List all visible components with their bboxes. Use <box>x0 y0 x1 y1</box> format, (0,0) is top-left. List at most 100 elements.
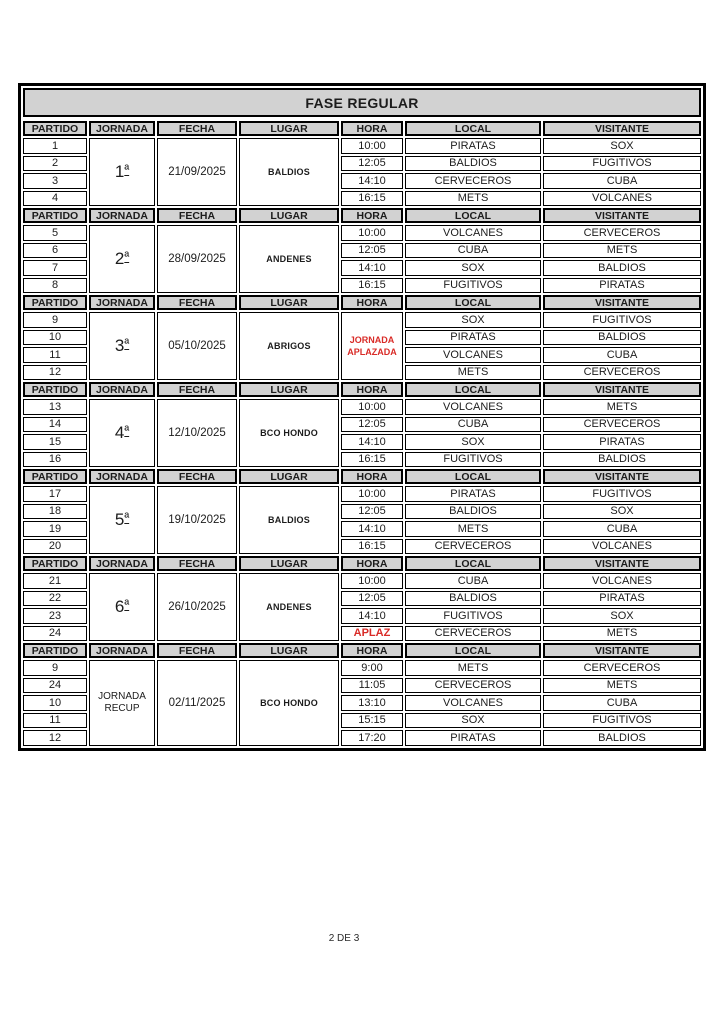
postponed-note: JORNADA APLAZADA <box>341 312 403 380</box>
partido-cell: 24 <box>23 677 87 693</box>
fecha-cell: 28/09/2025 <box>157 225 237 293</box>
jornada-cell: 3ª <box>89 312 155 380</box>
partido-cell: 12 <box>23 730 87 746</box>
column-header: FECHA <box>157 121 237 136</box>
hora-cell: 10:00 <box>341 225 403 241</box>
visitante-cell: SOX <box>543 503 701 519</box>
partido-cell: 2 <box>23 155 87 171</box>
column-header: JORNADA <box>89 295 155 310</box>
partido-cell: 18 <box>23 503 87 519</box>
visitante-cell: BALDIOS <box>543 451 701 467</box>
jornada-section: PARTIDO JORNADA FECHA LUGAR HORA LOCAL VISITAN… <box>23 121 701 206</box>
local-cell: SOX <box>405 260 541 276</box>
local-cell: BALDIOS <box>405 503 541 519</box>
partido-cell: 8 <box>23 277 87 293</box>
hora-cell: 10:00 <box>341 138 403 154</box>
column-header: LOCAL <box>405 469 541 484</box>
jornada-cell: 2ª <box>89 225 155 293</box>
hora-cell: 12:05 <box>341 242 403 258</box>
lugar-cell: BCO HONDO <box>239 660 339 746</box>
column-header: VISITANTE <box>543 469 701 484</box>
partido-cell: 22 <box>23 590 87 606</box>
column-header: HORA <box>341 469 403 484</box>
jornada-cell: 5ª <box>89 486 155 554</box>
local-cell: VOLCANES <box>405 695 541 711</box>
visitante-cell: CERVECEROS <box>543 660 701 676</box>
partido-cell: 13 <box>23 399 87 415</box>
visitante-cell: SOX <box>543 608 701 624</box>
jornada-label-line: JORNADA <box>98 690 146 702</box>
partido-cell: 10 <box>23 695 87 711</box>
hora-cell: 16:15 <box>341 538 403 554</box>
hora-cell: 14:10 <box>341 260 403 276</box>
local-cell: SOX <box>405 434 541 450</box>
visitante-cell: FUGITIVOS <box>543 155 701 171</box>
jornada-ordinal: 2ª <box>114 249 130 268</box>
column-header: HORA <box>341 556 403 571</box>
visitante-cell: CUBA <box>543 521 701 537</box>
visitante-cell: CUBA <box>543 695 701 711</box>
column-header: HORA <box>341 208 403 223</box>
column-header: JORNADA <box>89 556 155 571</box>
table-title: FASE REGULAR <box>23 88 701 117</box>
local-cell: CUBA <box>405 416 541 432</box>
local-cell: BALDIOS <box>405 155 541 171</box>
column-header: FECHA <box>157 643 237 658</box>
local-cell: PIRATAS <box>405 138 541 154</box>
visitante-cell: CUBA <box>543 173 701 189</box>
visitante-cell: METS <box>543 399 701 415</box>
local-cell: PIRATAS <box>405 329 541 345</box>
column-header: HORA <box>341 121 403 136</box>
jornada-ordinal: 6ª <box>114 597 130 616</box>
local-cell: METS <box>405 521 541 537</box>
visitante-cell: BALDIOS <box>543 260 701 276</box>
hora-cell: 14:10 <box>341 434 403 450</box>
hora-cell: 12:05 <box>341 503 403 519</box>
column-header: LOCAL <box>405 556 541 571</box>
column-header: LUGAR <box>239 121 339 136</box>
column-header: FECHA <box>157 469 237 484</box>
local-cell: CERVECEROS <box>405 538 541 554</box>
local-cell: FUGITIVOS <box>405 277 541 293</box>
partido-cell: 7 <box>23 260 87 276</box>
local-cell: SOX <box>405 712 541 728</box>
column-header: VISITANTE <box>543 208 701 223</box>
visitante-cell: PIRATAS <box>543 434 701 450</box>
postponed-note-line: JORNADA <box>349 335 395 345</box>
column-header: VISITANTE <box>543 121 701 136</box>
column-header: LUGAR <box>239 643 339 658</box>
local-cell: VOLCANES <box>405 225 541 241</box>
hora-cell: 15:15 <box>341 712 403 728</box>
jornada-cell: 1ª <box>89 138 155 206</box>
column-header: JORNADA <box>89 643 155 658</box>
visitante-cell: BALDIOS <box>543 730 701 746</box>
jornada-section: PARTIDO JORNADA FECHA LUGAR HORA LOCAL VISITAN… <box>23 469 701 554</box>
jornada-section: PARTIDO JORNADA FECHA LUGAR HORA LOCAL VISITAN… <box>23 208 701 293</box>
hora-cell: 14:10 <box>341 173 403 189</box>
local-cell: METS <box>405 660 541 676</box>
local-cell: VOLCANES <box>405 399 541 415</box>
visitante-cell: VOLCANES <box>543 190 701 206</box>
fecha-cell: 21/09/2025 <box>157 138 237 206</box>
column-header: FECHA <box>157 295 237 310</box>
column-header: HORA <box>341 643 403 658</box>
jornada-section: PARTIDO JORNADA FECHA LUGAR HORA LOCAL VISITAN… <box>23 556 701 641</box>
hora-cell: 16:15 <box>341 451 403 467</box>
hora-cell: 12:05 <box>341 155 403 171</box>
jornada-section: PARTIDO JORNADA FECHA LUGAR HORA LOCAL VISITAN… <box>23 382 701 467</box>
postponed-note-line: APLAZADA <box>347 347 397 357</box>
fecha-cell: 26/10/2025 <box>157 573 237 641</box>
fecha-cell: 12/10/2025 <box>157 399 237 467</box>
column-header: JORNADA <box>89 382 155 397</box>
column-header: JORNADA <box>89 121 155 136</box>
partido-cell: 17 <box>23 486 87 502</box>
local-cell: BALDIOS <box>405 590 541 606</box>
column-header: LOCAL <box>405 643 541 658</box>
local-cell: VOLCANES <box>405 347 541 363</box>
column-header: VISITANTE <box>543 643 701 658</box>
column-header: JORNADA <box>89 208 155 223</box>
visitante-cell: PIRATAS <box>543 590 701 606</box>
local-cell: FUGITIVOS <box>405 608 541 624</box>
visitante-cell: FUGITIVOS <box>543 486 701 502</box>
